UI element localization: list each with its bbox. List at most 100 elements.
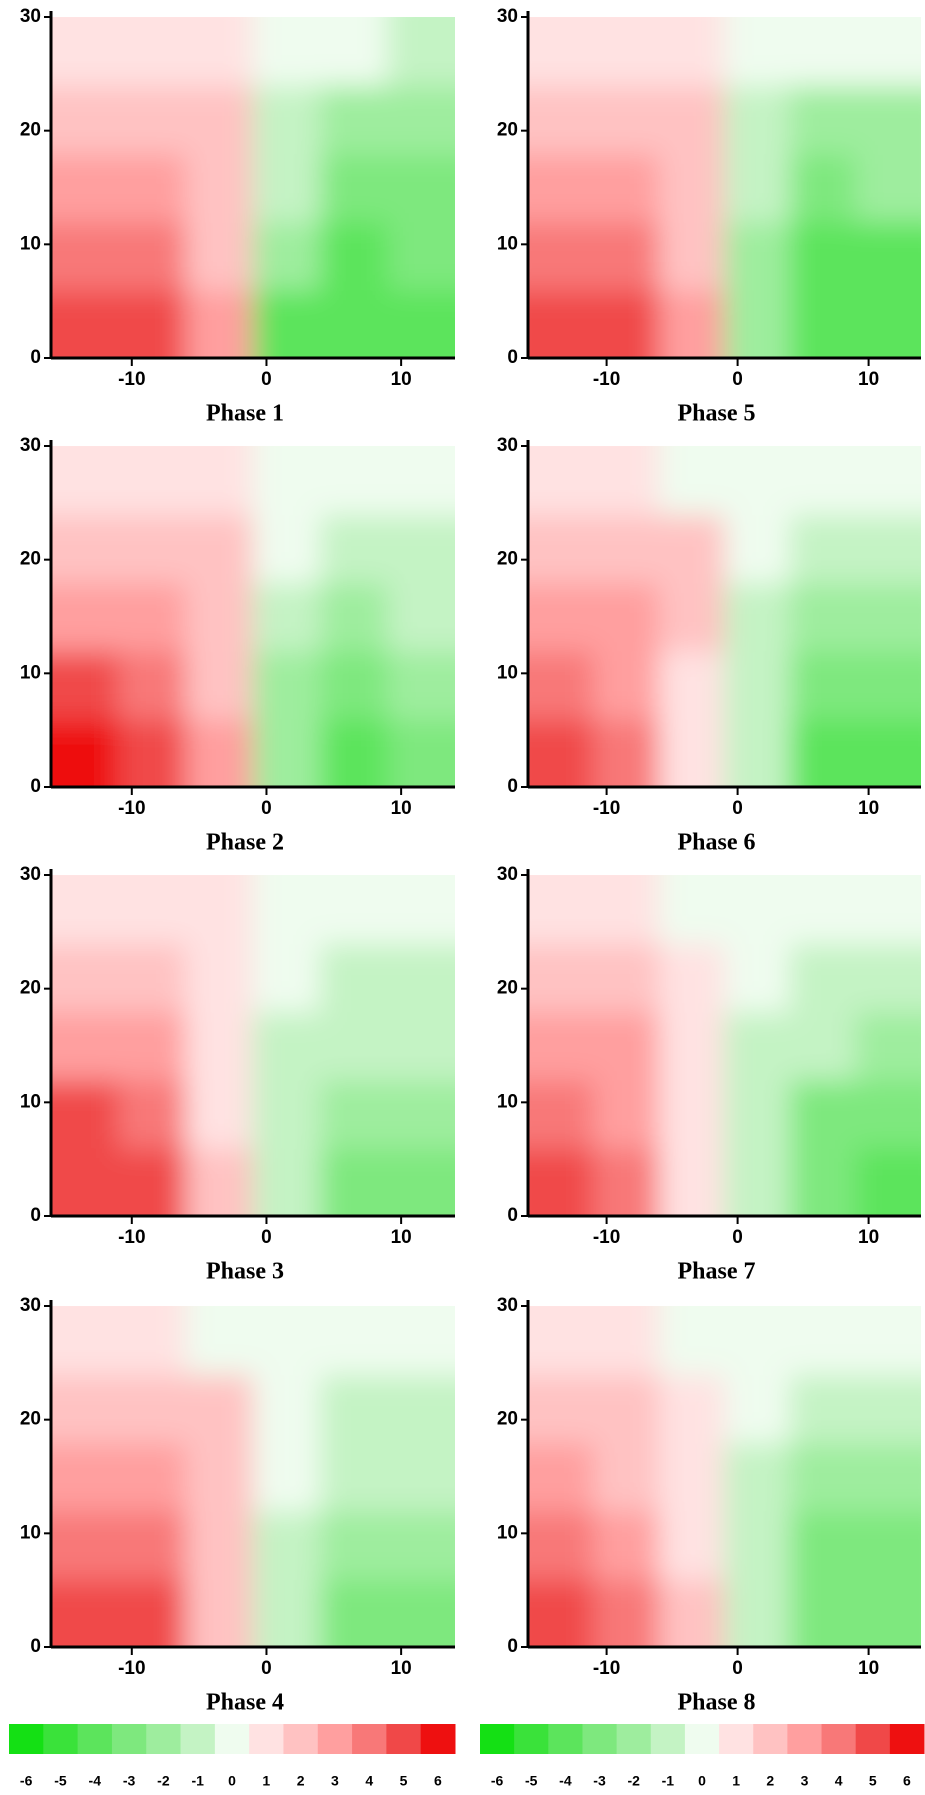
heat-cell xyxy=(185,153,254,223)
heat-cell xyxy=(118,514,187,584)
heat-cell xyxy=(253,1510,322,1580)
y-tick-label: 10 xyxy=(20,233,41,254)
colorbar-swatch xyxy=(9,1724,44,1754)
heat-cell xyxy=(185,1442,254,1512)
heat-cell xyxy=(528,1306,595,1376)
heat-cell xyxy=(118,1578,187,1647)
heat-cell xyxy=(659,446,726,516)
heat-cell xyxy=(659,1079,726,1149)
y-tick-label: 10 xyxy=(497,662,518,683)
heat-cell xyxy=(790,1442,857,1512)
colorbar-swatch xyxy=(386,1724,422,1754)
heat-cell xyxy=(724,650,791,720)
colorbar-swatch xyxy=(317,1724,353,1754)
y-tick-label: 0 xyxy=(507,347,518,368)
heat-cell xyxy=(528,943,595,1013)
x-tick-label: 0 xyxy=(732,798,743,819)
heat-cell xyxy=(855,1011,921,1081)
x-tick-label: -10 xyxy=(118,1658,145,1679)
heat-cell xyxy=(387,875,455,945)
heat-cell xyxy=(253,85,322,155)
y-tick-label: 30 xyxy=(497,435,518,456)
heat-cell xyxy=(659,221,726,291)
y-tick-label: 20 xyxy=(497,1409,518,1430)
heat-cell xyxy=(118,1079,187,1149)
heat-cell xyxy=(855,514,921,584)
heatmap-cells xyxy=(51,17,455,358)
heat-cell xyxy=(51,1079,120,1149)
heat-cell xyxy=(724,1442,791,1512)
heat-cell xyxy=(659,85,726,155)
heat-cell xyxy=(51,1374,120,1444)
heat-cell xyxy=(790,446,857,516)
heat-cell xyxy=(118,1147,187,1216)
heat-cell xyxy=(387,1578,455,1647)
colorbar-label: 3 xyxy=(331,1773,339,1789)
heat-cell xyxy=(185,1079,254,1149)
heat-cell xyxy=(593,1011,660,1081)
heat-cell xyxy=(659,1578,726,1647)
heat-cell xyxy=(387,1306,455,1376)
heat-cell xyxy=(593,153,660,223)
colorbar-swatch xyxy=(480,1724,515,1754)
heat-cell xyxy=(855,446,921,516)
y-tick-label: 20 xyxy=(497,978,518,999)
heat-cell xyxy=(387,718,455,787)
heat-cell xyxy=(659,650,726,720)
heat-cell xyxy=(253,289,322,358)
heat-cell xyxy=(528,1079,595,1149)
heat-cell xyxy=(185,943,254,1013)
heat-cell xyxy=(387,153,455,223)
colorbar-swatch xyxy=(352,1724,387,1754)
heat-cell xyxy=(320,1374,389,1444)
heat-cell xyxy=(253,1442,322,1512)
x-tick-label: 10 xyxy=(391,798,412,819)
heat-cell xyxy=(185,582,254,652)
heat-cell xyxy=(855,221,921,291)
heat-cell xyxy=(185,875,254,945)
heat-cell xyxy=(528,514,595,584)
heat-cell xyxy=(185,718,254,787)
heat-cell xyxy=(118,221,187,291)
heat-cell xyxy=(855,1147,921,1216)
heat-cell xyxy=(528,289,595,358)
heat-cell xyxy=(320,650,389,720)
heat-cell xyxy=(320,1306,389,1376)
colorbar-swatch xyxy=(821,1724,857,1754)
heat-cell xyxy=(320,1079,389,1149)
heat-cell xyxy=(185,1147,254,1216)
heat-cell xyxy=(659,718,726,787)
heat-cell xyxy=(51,17,120,87)
heat-cell xyxy=(387,1147,455,1216)
colorbar-label: 5 xyxy=(869,1773,877,1789)
heat-cell xyxy=(855,1306,921,1376)
heat-cell xyxy=(51,514,120,584)
heat-cell xyxy=(593,1079,660,1149)
panel-title: Phase 4 xyxy=(206,1690,284,1716)
colorbar-label: -4 xyxy=(559,1773,572,1789)
heatmap xyxy=(528,17,921,358)
colorbar-label: 5 xyxy=(400,1773,408,1789)
heatmap-cells xyxy=(528,875,921,1216)
colorbar-swatch xyxy=(548,1724,583,1754)
heat-cell xyxy=(855,650,921,720)
heat-cell xyxy=(320,582,389,652)
colorbar-swatch xyxy=(889,1724,925,1754)
colorbar-label: -6 xyxy=(20,1773,33,1789)
heat-cell xyxy=(253,153,322,223)
heat-cell xyxy=(528,582,595,652)
heat-cell xyxy=(51,1510,120,1580)
heat-cell xyxy=(724,1147,791,1216)
heat-cell xyxy=(790,153,857,223)
heat-cell xyxy=(724,446,791,516)
heat-cell xyxy=(51,1578,120,1647)
y-tick-label: 10 xyxy=(20,1091,41,1112)
heat-cell xyxy=(855,1510,921,1580)
colorbar-swatch xyxy=(582,1724,618,1754)
heat-cell xyxy=(659,1442,726,1512)
heat-cell xyxy=(790,718,857,787)
heat-cell xyxy=(724,943,791,1013)
heat-cell xyxy=(593,17,660,87)
heat-cell xyxy=(790,943,857,1013)
heat-cell xyxy=(724,1011,791,1081)
